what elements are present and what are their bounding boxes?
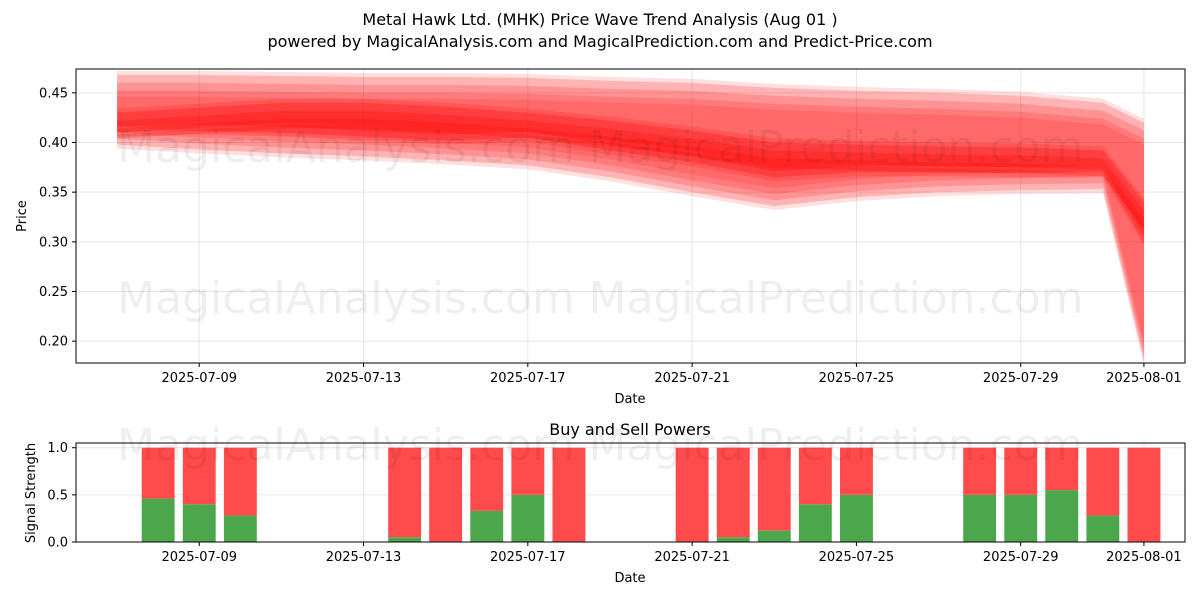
sell-power-bar: [511, 447, 545, 495]
sell-power-bar: [388, 447, 422, 538]
sell-power-bar: [141, 447, 175, 499]
price-x-tick-label: 2025-07-09: [161, 371, 237, 386]
signal-x-tick-label: 2025-07-17: [490, 550, 566, 565]
watermark-prediction: MagicalPrediction.com: [589, 122, 1084, 173]
price-x-label: Date: [614, 392, 645, 407]
price-wave-bands: [117, 71, 1144, 365]
sell-power-bar: [429, 447, 463, 542]
price-wave-band: [117, 118, 1144, 230]
price-y-tick-label: 0.40: [39, 136, 68, 151]
sell-power-bar: [1045, 447, 1079, 491]
buy-power-bar: [223, 515, 257, 542]
buy-power-bar: [388, 537, 422, 542]
price-wave-band: [117, 96, 1144, 344]
sell-power-bar: [1004, 447, 1038, 495]
buy-power-bar: [757, 530, 791, 542]
signal-y-tick-label: 0.0: [47, 536, 68, 551]
sell-power-bar: [223, 447, 257, 516]
price-wave-band: [117, 102, 1144, 242]
price-y-tick-label: 0.25: [39, 285, 68, 300]
signal-x-tick-label: 2025-07-21: [654, 550, 730, 565]
price-x-tick-label: 2025-07-17: [490, 371, 566, 386]
sell-power-bar: [182, 447, 216, 505]
buy-power-bar: [798, 504, 832, 542]
price-plot-frame: [75, 68, 1186, 364]
signal-y-axis: 0.0 0.5 1.0: [47, 441, 76, 551]
price-y-axis: 0.20 0.25 0.30 0.35 0.40 0.45: [39, 86, 76, 350]
price-y-tick-label: 0.30: [39, 235, 68, 250]
sell-power-bar: [675, 447, 709, 542]
buy-power-bar: [1086, 515, 1120, 542]
sell-power-bar: [470, 447, 504, 511]
price-wave-band: [117, 124, 1144, 228]
price-y-tick-label: 0.45: [39, 86, 68, 101]
watermark-analysis: MagicalAnalysis.com: [117, 122, 575, 173]
sell-power-bar: [757, 447, 791, 531]
signal-x-axis: 2025-07-09 2025-07-13 2025-07-17 2025-07-21…: [161, 542, 1182, 565]
sell-power-bar: [963, 447, 997, 495]
signal-panel: Buy and Sell Powers MagicalAnalysis.com …: [24, 420, 1186, 586]
signal-x-tick-label: 2025-07-09: [161, 550, 237, 565]
price-plot-area: [76, 69, 1185, 363]
price-wave-band: [117, 71, 1144, 365]
sell-power-bar: [1127, 447, 1161, 542]
buy-power-bar: [963, 494, 997, 542]
price-x-tick-label: 2025-07-13: [326, 371, 402, 386]
sell-power-bar: [1086, 447, 1120, 516]
signal-x-tick-label: 2025-07-25: [819, 550, 895, 565]
signal-x-tick-label: 2025-08-01: [1106, 550, 1182, 565]
buy-power-bar: [1004, 494, 1038, 542]
buy-power-bar: [470, 510, 504, 542]
watermark-analysis: MagicalAnalysis.com: [117, 420, 575, 471]
signal-plot-area: [76, 443, 1185, 542]
signal-y-label: Signal Strength: [24, 443, 39, 543]
signal-y-tick-label: 0.5: [47, 488, 68, 503]
buy-power-bar: [840, 494, 873, 542]
buy-power-bar: [182, 504, 216, 542]
price-grid: [76, 69, 1185, 363]
price-y-tick-label: 0.20: [39, 335, 68, 350]
signal-x-tick-label: 2025-07-13: [326, 550, 402, 565]
buy-power-bar: [1045, 490, 1079, 542]
price-wave-band: [117, 110, 1144, 236]
buy-power-bar: [141, 498, 175, 542]
price-wave-band: [117, 90, 1144, 350]
price-y-tick-label: 0.35: [39, 186, 68, 201]
sell-power-bar: [798, 447, 832, 505]
chart-title: Metal Hawk Ltd. (MHK) Price Wave Trend A…: [362, 10, 837, 29]
watermark-prediction: MagicalPrediction.com: [589, 273, 1084, 324]
price-wave-band: [117, 75, 1144, 361]
signal-bars: [141, 447, 1161, 542]
buy-power-bar: [716, 537, 750, 542]
chart-subtitle: powered by MagicalAnalysis.com and Magic…: [267, 32, 932, 51]
price-wave-band: [117, 82, 1144, 356]
sell-power-bar: [840, 447, 873, 495]
signal-x-tick-label: 2025-07-29: [983, 550, 1059, 565]
price-x-tick-label: 2025-07-29: [983, 371, 1059, 386]
price-wave-band: [117, 98, 1144, 246]
buy-power-bar: [511, 494, 545, 542]
price-x-tick-label: 2025-07-21: [654, 371, 730, 386]
price-x-tick-label: 2025-08-01: [1106, 371, 1182, 386]
price-y-label: Price: [15, 200, 30, 232]
watermark-analysis: MagicalAnalysis.com: [117, 273, 575, 324]
sell-power-bar: [552, 447, 586, 542]
price-x-tick-label: 2025-07-25: [819, 371, 895, 386]
price-x-axis: 2025-07-09 2025-07-13 2025-07-17 2025-07-21…: [161, 363, 1182, 386]
signal-y-tick-label: 1.0: [47, 441, 68, 456]
sell-power-bar: [716, 447, 750, 538]
signal-title: Buy and Sell Powers: [549, 420, 711, 439]
price-panel: MagicalAnalysis.com MagicalPrediction.co…: [15, 68, 1186, 407]
watermark-prediction: MagicalPrediction.com: [589, 420, 1084, 471]
signal-plot-frame: [75, 442, 1186, 543]
signal-x-label: Date: [614, 571, 645, 586]
